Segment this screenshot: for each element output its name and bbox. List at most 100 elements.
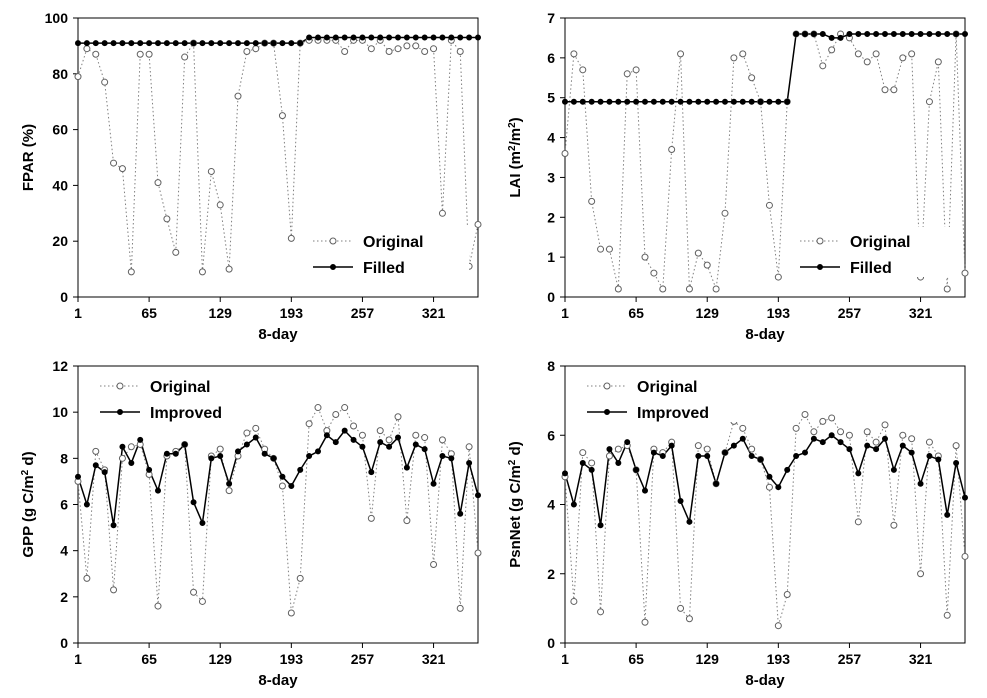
filled-point xyxy=(92,462,99,469)
filled-point xyxy=(624,98,631,105)
filled-point xyxy=(252,40,259,47)
original-point xyxy=(659,285,667,293)
filled-point xyxy=(606,98,613,105)
filled-point xyxy=(190,40,197,47)
original-point xyxy=(136,50,144,58)
filled-point xyxy=(181,40,188,47)
filled-point xyxy=(757,98,764,105)
filled-point xyxy=(448,34,455,41)
filled-point xyxy=(75,40,81,47)
filled-point xyxy=(953,459,960,466)
original-point xyxy=(350,422,358,430)
filled-point xyxy=(119,40,126,47)
original-point xyxy=(287,234,295,242)
filled-point xyxy=(722,449,728,456)
original-point xyxy=(341,404,349,412)
y-axis-label: GPP (g C/m2 d) xyxy=(20,451,38,557)
legend: Original Improved xyxy=(583,372,743,422)
original-point xyxy=(943,285,951,293)
filled-point xyxy=(475,34,481,41)
filled-point xyxy=(926,30,933,37)
original-point xyxy=(908,50,916,58)
original-point xyxy=(863,58,871,66)
original-point xyxy=(641,618,649,626)
x-tick-label: 65 xyxy=(141,305,157,321)
original-point xyxy=(421,47,429,55)
fpar-panel: 0 20 40 60 80 100 1 65 129 193 257 321 8-day FPAR (%)… xyxy=(20,10,482,343)
original-point xyxy=(597,245,605,253)
legend-original-label: Original xyxy=(363,234,423,251)
original-point xyxy=(465,443,473,451)
filled-point xyxy=(341,34,348,41)
original-point xyxy=(154,179,162,187)
filled-point xyxy=(172,450,179,457)
original-point xyxy=(252,424,260,432)
filled-point xyxy=(579,459,586,466)
filled-point xyxy=(659,453,666,460)
original-series-line xyxy=(77,38,479,272)
filled-point xyxy=(359,443,366,450)
filled-point xyxy=(766,98,773,105)
y-tick-label: 0 xyxy=(547,635,555,651)
filled-point xyxy=(739,435,746,442)
y-tick-label: 8 xyxy=(60,450,68,466)
original-point xyxy=(421,434,429,442)
filled-point xyxy=(163,40,170,47)
original-series-line xyxy=(77,406,479,614)
original-point xyxy=(925,98,933,106)
filled-point xyxy=(935,456,942,463)
original-point xyxy=(677,604,685,612)
filled-point xyxy=(908,30,915,37)
filled-point xyxy=(819,439,826,446)
original-point xyxy=(403,517,411,525)
filled-point xyxy=(199,519,206,526)
x-tick-label: 321 xyxy=(909,651,933,667)
original-point xyxy=(677,50,685,58)
filled-point xyxy=(466,34,473,41)
y-tick-label: 2 xyxy=(547,566,555,582)
filled-point xyxy=(819,30,826,37)
x-tick-label: 257 xyxy=(838,305,862,321)
filled-point xyxy=(588,466,595,473)
filled-point xyxy=(261,450,268,457)
filled-point xyxy=(713,480,720,487)
filled-point xyxy=(615,459,622,466)
filled-point xyxy=(846,446,853,453)
x-axis-label: 8-day xyxy=(745,326,785,343)
x-tick-label: 193 xyxy=(280,651,304,667)
filled-point xyxy=(137,436,144,443)
y-tick-label: 5 xyxy=(547,90,555,106)
x-tick-label: 193 xyxy=(767,305,791,321)
filled-point xyxy=(793,453,800,460)
legend-original-label: Original xyxy=(150,379,210,396)
original-point xyxy=(145,50,153,58)
x-tick-label: 129 xyxy=(696,651,720,667)
original-point xyxy=(588,197,596,205)
original-point xyxy=(92,50,100,58)
legend-filled-marker xyxy=(817,264,823,270)
original-point xyxy=(872,438,880,446)
original-point xyxy=(367,45,375,53)
filled-point xyxy=(386,443,393,450)
original-point xyxy=(917,570,925,578)
filled-point xyxy=(395,434,401,441)
filled-point xyxy=(403,34,410,41)
original-point xyxy=(934,58,942,66)
original-point xyxy=(394,45,402,53)
original-point xyxy=(837,428,845,436)
filled-point xyxy=(261,40,268,47)
filled-series-line xyxy=(78,36,478,44)
original-point xyxy=(127,268,135,276)
original-point xyxy=(819,417,827,425)
y-tick-label: 4 xyxy=(547,130,555,146)
filled-point xyxy=(377,439,384,446)
filled-point xyxy=(935,30,942,37)
filled-point xyxy=(243,441,250,448)
y-tick-label: 100 xyxy=(45,10,69,26)
original-point xyxy=(341,47,349,55)
x-tick-label: 1 xyxy=(561,651,569,667)
filled-point xyxy=(570,501,577,508)
filled-point xyxy=(395,34,401,41)
filled-point xyxy=(633,98,640,105)
original-point xyxy=(588,459,596,467)
